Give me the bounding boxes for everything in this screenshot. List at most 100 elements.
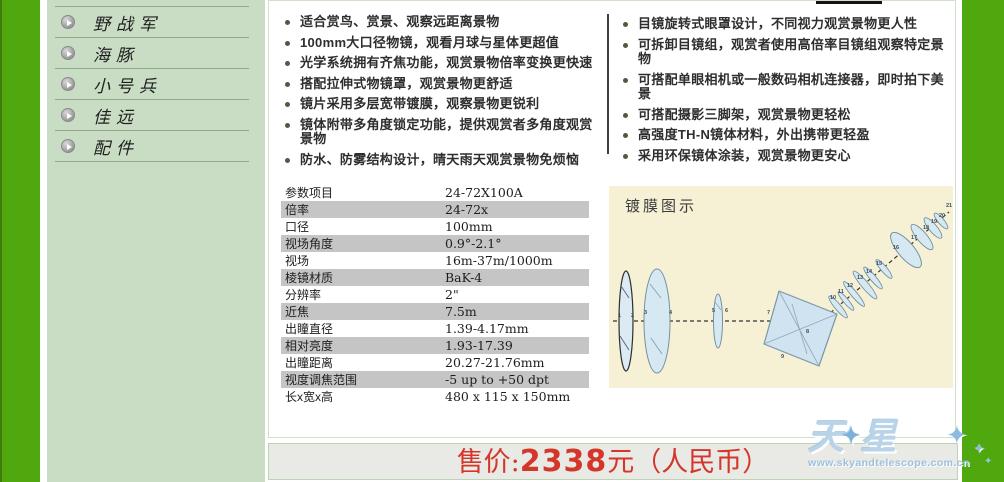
spec-label: 相对亮度 — [285, 339, 334, 353]
spec-label: 参数项目 — [285, 186, 334, 200]
sidebar-item-xiaohaobing[interactable]: 小号兵 — [55, 69, 249, 100]
feature-item: 光学系统拥有齐焦功能，观赏景物倍率变换更快速 — [283, 55, 605, 71]
spec-label: 出瞳直径 — [285, 322, 334, 336]
sidebar-item-label: 配件 — [93, 138, 139, 158]
right-green-bar — [962, 0, 1004, 482]
spec-label: 倍率 — [285, 203, 310, 217]
sidebar-nav: 野战军 海豚 小号兵 佳远 配件 — [47, 0, 265, 482]
spec-row: 分辨率 2" — [281, 286, 589, 303]
feature-item: 100mm大口径物镜，观看月球与星体更超值 — [283, 35, 605, 51]
spec-value: 16m-37m/1000m — [445, 253, 553, 268]
spec-value: 20.27-21.76mm — [445, 355, 545, 370]
feature-item: 适合赏鸟、赏景、观察远距离景物 — [283, 14, 605, 30]
svg-text:21: 21 — [946, 203, 952, 209]
bullet-dot-icon — [285, 40, 290, 46]
product-detail-panel: 适合赏鸟、赏景、观察远距离景物 100mm大口径物镜，观看月球与星体更超值 光学… — [268, 0, 956, 438]
sidebar-item-label: 海豚 — [93, 45, 139, 65]
feature-item: 可搭配单眼相机或一般数码相机连接器，即时拍下美景 — [621, 72, 951, 102]
bullet-dot-icon — [285, 81, 290, 87]
feature-text: 镜体附带多角度锁定功能，提供观赏者多角度观赏景物 — [300, 116, 593, 146]
svg-text:17: 17 — [911, 235, 917, 241]
svg-text:3: 3 — [644, 310, 647, 316]
price-banner: 售价:2338元（人民币） — [268, 443, 958, 480]
spec-table: 参数项目 24-72X100A 倍率 24-72x 口径 100mm 视场角度 0.9°… — [281, 184, 589, 405]
spec-row: 视场角度 0.9°-2.1° — [281, 235, 589, 252]
spec-label: 出瞳距离 — [285, 356, 334, 370]
feature-text: 镜片采用多层宽带镀膜，观察景物更锐利 — [300, 96, 540, 111]
spec-label: 视场 — [285, 254, 310, 268]
feature-text: 可拆卸目镜组，观赏者使用高倍率目镜组观察特定景物 — [638, 36, 944, 66]
svg-text:2: 2 — [631, 313, 634, 319]
sidebar-item-label: 佳远 — [93, 107, 139, 127]
feature-item: 高强度TH-N镜体材料，外出携带更轻盈 — [621, 127, 951, 143]
feature-text: 适合赏鸟、赏景、观察远距离景物 — [300, 14, 500, 29]
left-green-bar — [0, 0, 40, 482]
diagram-title: 镀膜图示 — [625, 198, 698, 215]
bullet-dot-icon — [285, 122, 290, 128]
spec-row: 棱镜材质 BaK-4 — [281, 269, 589, 286]
bullet-dot-icon — [623, 77, 628, 83]
coating-diagram-panel: 1 2 3 4 5 6 7 8 9 10 11 12 13 14 15 16 17 18 19 20 21 镀膜图示 — [609, 186, 953, 388]
feature-list-right: 目镜旋转式眼罩设计，不同视力观赏景物更人性 可拆卸目镜组，观赏者使用高倍率目镜组… — [621, 16, 951, 169]
bullet-dot-icon — [285, 157, 290, 163]
spec-row: 参数项目 24-72X100A — [281, 184, 589, 201]
feature-column-divider — [607, 14, 609, 154]
spec-row: 长x宽x高 480 x 115 x 150mm — [281, 388, 589, 405]
feature-item: 可搭配摄影三脚架，观赏景物更轻松 — [621, 107, 951, 123]
bullet-dot-icon — [623, 42, 628, 48]
feature-text: 搭配拉伸式物镜罩，观赏景物更舒适 — [300, 75, 513, 91]
feature-item: 采用环保镜体涂装，观赏景物更安心 — [621, 148, 951, 164]
feature-text: 目镜旋转式眼罩设计，不同视力观赏景物更人性 — [638, 16, 918, 31]
feature-item: 镜体附带多角度锁定功能，提供观赏者多角度观赏景物 — [283, 116, 605, 147]
spec-value: -5 up to +50 dpt — [445, 372, 550, 387]
svg-text:9: 9 — [781, 354, 784, 360]
bullet-dot-icon — [623, 133, 628, 138]
svg-text:15: 15 — [876, 261, 882, 267]
svg-text:10: 10 — [830, 295, 836, 301]
svg-text:1: 1 — [618, 313, 621, 319]
play-circle-icon — [61, 77, 75, 91]
top-border-line — [816, 1, 882, 4]
svg-text:13: 13 — [857, 275, 863, 281]
spec-label: 近焦 — [285, 305, 310, 319]
bullet-dot-icon — [285, 102, 290, 107]
spec-value: 24-72x — [445, 202, 489, 217]
spec-row: 口径 100mm — [281, 218, 589, 235]
svg-text:19: 19 — [931, 219, 937, 225]
sidebar-top-separator — [55, 0, 249, 7]
spec-row: 倍率 24-72x — [281, 201, 589, 218]
play-circle-icon — [61, 15, 75, 29]
spec-value: BaK-4 — [445, 270, 483, 285]
sidebar-item-peijian[interactable]: 配件 — [55, 131, 249, 162]
bullet-dot-icon — [623, 112, 628, 118]
svg-text:12: 12 — [847, 283, 853, 289]
spec-value: 480 x 115 x 150mm — [445, 389, 571, 404]
bullet-dot-icon — [623, 22, 628, 27]
price-suffix: 元（人民币） — [607, 447, 770, 478]
spec-value: 7.5m — [445, 304, 477, 319]
spec-value: 0.9°-2.1° — [445, 236, 502, 251]
price-prefix: 售价: — [456, 447, 520, 478]
svg-text:5: 5 — [712, 308, 715, 314]
spec-row: 视场 16m-37m/1000m — [281, 252, 589, 269]
feature-item: 可拆卸目镜组，观赏者使用高倍率目镜组观察特定景物 — [621, 36, 951, 67]
svg-text:8: 8 — [806, 329, 809, 335]
spec-label: 视度调焦范围 — [285, 373, 358, 387]
spec-value: 1.39-4.17mm — [445, 321, 529, 336]
spec-label: 分辨率 — [285, 288, 322, 302]
sidebar-item-haitun[interactable]: 海豚 — [55, 38, 249, 69]
feature-text: 高强度TH-N镜体材料，外出携带更轻盈 — [638, 127, 870, 142]
svg-text:18: 18 — [923, 225, 929, 231]
feature-item: 搭配拉伸式物镜罩，观赏景物更舒适 — [283, 75, 605, 92]
sidebar-item-label: 小号兵 — [93, 76, 162, 96]
sidebar-item-label: 野战军 — [93, 14, 162, 34]
feature-text: 防水、防雾结构设计，晴天雨天观赏景物免烦恼 — [300, 151, 580, 167]
sidebar-item-yezhanjun[interactable]: 野战军 — [55, 7, 249, 38]
svg-text:7: 7 — [767, 310, 770, 316]
spec-label: 口径 — [285, 220, 310, 234]
sidebar-item-jiayuan[interactable]: 佳远 — [55, 100, 249, 131]
spec-row: 出瞳距离 20.27-21.76mm — [281, 354, 589, 371]
feature-list-left: 适合赏鸟、赏景、观察远距离景物 100mm大口径物镜，观看月球与星体更超值 光学… — [283, 14, 605, 173]
feature-text: 光学系统拥有齐焦功能，观赏景物倍率变换更快速 — [300, 55, 593, 70]
bullet-dot-icon — [623, 153, 628, 159]
